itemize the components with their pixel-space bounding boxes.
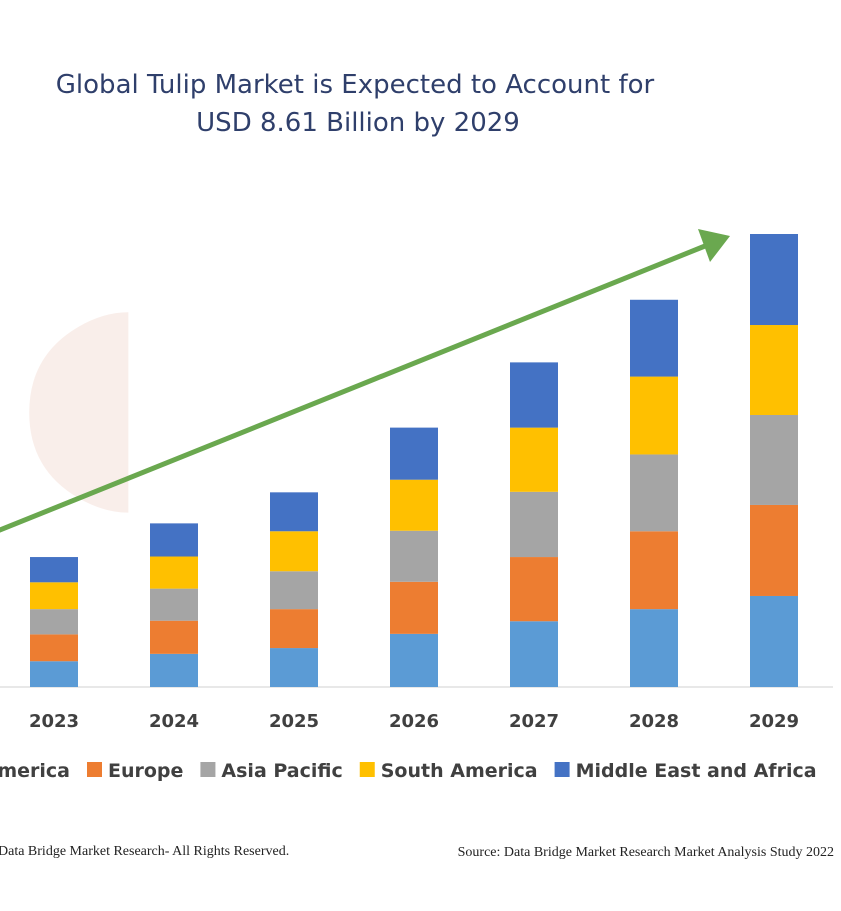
- bar-segment: [750, 414, 798, 505]
- bar-segment: [150, 556, 198, 589]
- bar-segment: [30, 661, 78, 687]
- bar-segment: [270, 648, 318, 687]
- bar-segment: [750, 325, 798, 415]
- bar-segment: [510, 621, 558, 687]
- x-tick-label: 2026: [389, 711, 439, 732]
- bar-segment: [30, 582, 78, 610]
- legend-label: North America: [0, 760, 70, 782]
- legend-label: Middle East and Africa: [576, 760, 817, 782]
- bar-segment: [150, 523, 198, 557]
- chart-title: Global Tulip Market is Expected to Accou…: [56, 70, 655, 100]
- bar-segment: [390, 581, 438, 634]
- bar-segment: [390, 479, 438, 531]
- bar-segment: [630, 609, 678, 687]
- legend-swatch: [87, 762, 102, 777]
- bar-segment: [270, 492, 318, 532]
- bar-segment: [30, 634, 78, 662]
- bar-segment: [270, 609, 318, 649]
- bar-segment: [150, 588, 198, 621]
- bar-segment: [630, 531, 678, 610]
- bar-segment: [510, 491, 558, 558]
- footer-left: Data Bridge Market Research- All Rights …: [0, 844, 289, 859]
- bar-segment: [390, 427, 438, 480]
- bar-segment: [30, 609, 78, 635]
- x-tick-label: 2027: [509, 711, 559, 732]
- legend-label: South America: [381, 760, 538, 782]
- legend-swatch: [554, 762, 570, 777]
- bar-segment: [390, 530, 438, 582]
- bar-segment: [750, 595, 798, 687]
- bar-segment: [150, 620, 198, 654]
- bar-segment: [270, 531, 318, 572]
- bar-segment: [630, 454, 678, 532]
- x-tick-label: 2024: [149, 711, 199, 732]
- bar-segment: [510, 557, 558, 622]
- legend-swatch: [359, 762, 375, 777]
- bar-segment: [630, 299, 678, 377]
- legend-label: Europe: [108, 760, 183, 782]
- x-tick-label: 2023: [29, 711, 79, 732]
- bar-segment: [510, 362, 558, 428]
- trend-arrow: [0, 243, 706, 533]
- bar-segment: [750, 234, 798, 326]
- bar-segment: [750, 504, 798, 596]
- trend-arrowhead: [698, 229, 730, 262]
- bar-segment: [270, 571, 318, 610]
- bar-segment: [630, 376, 678, 455]
- x-tick-label: 2025: [269, 711, 319, 732]
- legend-swatch: [200, 762, 216, 777]
- legend-label: Asia Pacific: [221, 760, 342, 782]
- bar-segment: [390, 633, 438, 687]
- x-tick-label: 2028: [629, 711, 679, 732]
- watermark-shape: ◖: [15, 240, 152, 542]
- x-tick-label: 2029: [749, 711, 799, 732]
- bar-segment: [30, 557, 78, 583]
- bar-segment: [510, 427, 558, 492]
- bar-segment: [150, 653, 198, 687]
- footer-right: Source: Data Bridge Market Research Mark…: [458, 845, 834, 860]
- chart-title: USD 8.61 Billion by 2029: [196, 108, 520, 138]
